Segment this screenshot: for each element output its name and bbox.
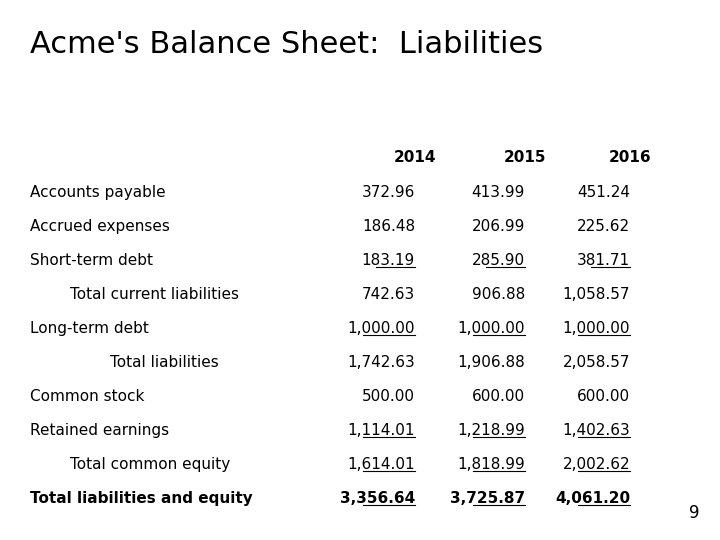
Text: Total common equity: Total common equity [70, 457, 230, 472]
Text: 2,058.57: 2,058.57 [562, 355, 630, 370]
Text: 1,000.00: 1,000.00 [562, 321, 630, 336]
Text: Total liabilities and equity: Total liabilities and equity [30, 491, 253, 506]
Text: Accounts payable: Accounts payable [30, 185, 166, 200]
Text: 3,725.87: 3,725.87 [450, 491, 525, 506]
Text: 1,000.00: 1,000.00 [348, 321, 415, 336]
Text: 2016: 2016 [608, 150, 652, 165]
Text: Accrued expenses: Accrued expenses [30, 219, 170, 234]
Text: Acme's Balance Sheet:  Liabilities: Acme's Balance Sheet: Liabilities [30, 30, 543, 59]
Text: 451.24: 451.24 [577, 185, 630, 200]
Text: 9: 9 [690, 504, 700, 522]
Text: Common stock: Common stock [30, 389, 145, 404]
Text: Long-term debt: Long-term debt [30, 321, 149, 336]
Text: 600.00: 600.00 [577, 389, 630, 404]
Text: 183.19: 183.19 [361, 253, 415, 268]
Text: 3,356.64: 3,356.64 [340, 491, 415, 506]
Text: Short-term debt: Short-term debt [30, 253, 153, 268]
Text: 1,000.00: 1,000.00 [457, 321, 525, 336]
Text: 372.96: 372.96 [361, 185, 415, 200]
Text: 381.71: 381.71 [577, 253, 630, 268]
Text: 1,742.63: 1,742.63 [347, 355, 415, 370]
Text: 1,402.63: 1,402.63 [562, 423, 630, 438]
Text: 500.00: 500.00 [362, 389, 415, 404]
Text: 1,114.01: 1,114.01 [348, 423, 415, 438]
Text: 206.99: 206.99 [472, 219, 525, 234]
Text: 742.63: 742.63 [361, 287, 415, 302]
Text: Total current liabilities: Total current liabilities [70, 287, 239, 302]
Text: Total liabilities: Total liabilities [110, 355, 219, 370]
Text: 600.00: 600.00 [472, 389, 525, 404]
Text: 1,058.57: 1,058.57 [562, 287, 630, 302]
Text: 186.48: 186.48 [362, 219, 415, 234]
Text: 1,218.99: 1,218.99 [457, 423, 525, 438]
Text: 906.88: 906.88 [472, 287, 525, 302]
Text: 225.62: 225.62 [577, 219, 630, 234]
Text: 4,061.20: 4,061.20 [555, 491, 630, 506]
Text: 2,002.62: 2,002.62 [562, 457, 630, 472]
Text: Retained earnings: Retained earnings [30, 423, 169, 438]
Text: 1,906.88: 1,906.88 [457, 355, 525, 370]
Text: 413.99: 413.99 [472, 185, 525, 200]
Text: 1,818.99: 1,818.99 [457, 457, 525, 472]
Text: 285.90: 285.90 [472, 253, 525, 268]
Text: 1,614.01: 1,614.01 [347, 457, 415, 472]
Text: 2014: 2014 [394, 150, 436, 165]
Text: 2015: 2015 [504, 150, 546, 165]
